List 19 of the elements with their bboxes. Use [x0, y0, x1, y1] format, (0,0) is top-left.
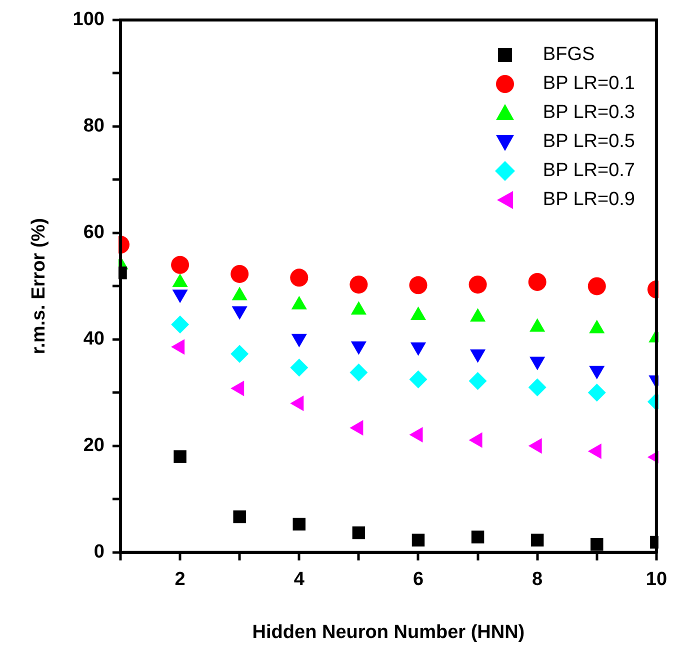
- x-tick-label: 8: [532, 569, 543, 590]
- x-axis-title: Hidden Neuron Number (HNN): [252, 622, 525, 643]
- y-tick-label: 80: [83, 116, 104, 137]
- legend-label: BP LR=0.9: [542, 188, 635, 212]
- x-tick-label: 2: [174, 569, 186, 590]
- legend-label: BP LR=0.7: [542, 159, 635, 183]
- legend-label: BFGS: [542, 43, 595, 67]
- legend-label: BP LR=0.1: [542, 72, 635, 96]
- y-tick-label: 40: [83, 328, 104, 350]
- x-tick-label: 4: [294, 569, 305, 590]
- x-tick-label: 6: [412, 569, 424, 590]
- y-tick-label: 20: [83, 435, 104, 456]
- y-tick-label: 60: [83, 222, 104, 244]
- legend-label: BP LR=0.3: [542, 101, 635, 125]
- y-tick-label: 0: [94, 542, 104, 563]
- legend-label: BP LR=0.5: [542, 130, 635, 154]
- x-tick-label: 10: [646, 569, 668, 590]
- y-axis-title: r.m.s. Error (%): [28, 218, 50, 354]
- y-tick-label: 100: [72, 9, 104, 30]
